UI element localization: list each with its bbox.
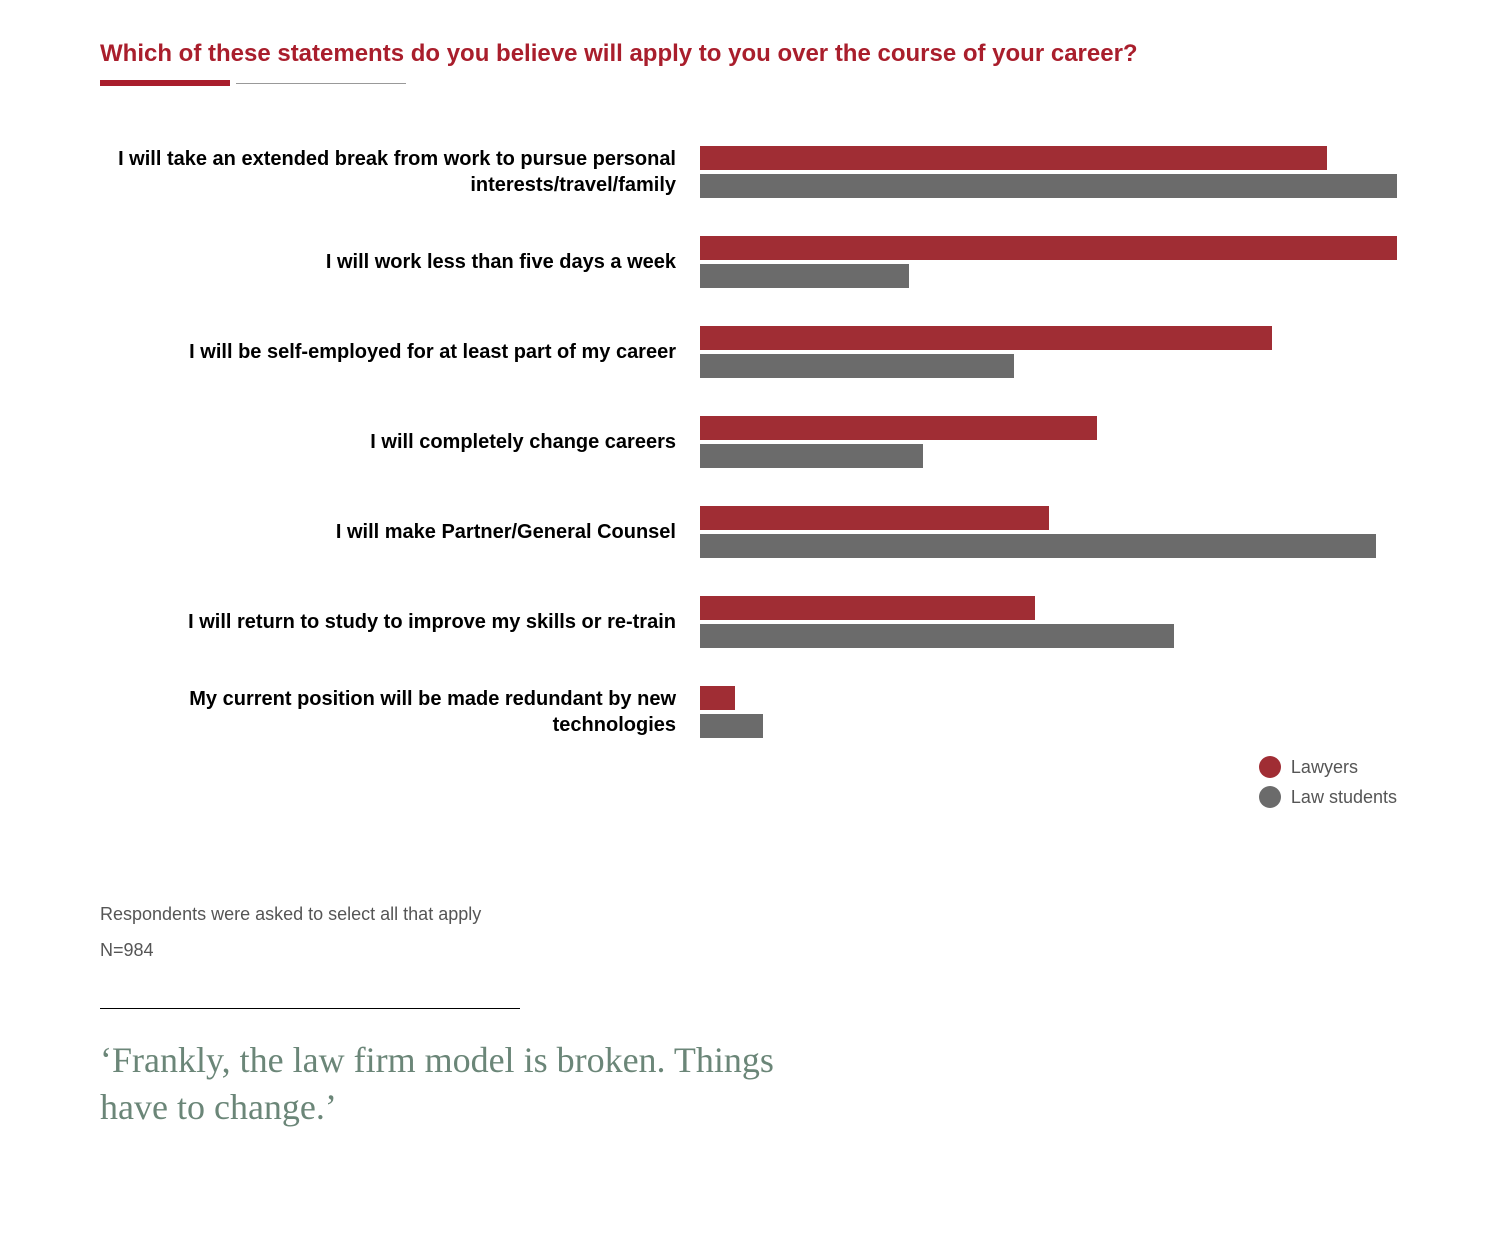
- row-label: I will take an extended break from work …: [100, 146, 700, 198]
- bar-lawyers: [700, 596, 1035, 620]
- row-bars: [700, 326, 1397, 378]
- footnote-line-2: N=984: [100, 932, 1397, 968]
- chart-legend: Lawyers Law students: [1259, 756, 1397, 808]
- bar-lawyers: [700, 236, 1397, 260]
- row-label: I will make Partner/General Counsel: [100, 519, 700, 545]
- chart-footnote: Respondents were asked to select all tha…: [100, 896, 1397, 968]
- bar-law-students: [700, 624, 1174, 648]
- bar-law-students: [700, 534, 1376, 558]
- bar-law-students: [700, 714, 763, 738]
- legend-dot-icon: [1259, 756, 1281, 778]
- row-label: I will completely change careers: [100, 429, 700, 455]
- chart-row: I will work less than five days a week: [100, 236, 1397, 288]
- row-bars: [700, 596, 1397, 648]
- legend-dot-icon: [1259, 786, 1281, 808]
- chart-area: I will take an extended break from work …: [100, 146, 1397, 846]
- chart-row: My current position will be made redunda…: [100, 686, 1397, 738]
- chart-row: I will be self-employed for at least par…: [100, 326, 1397, 378]
- legend-label: Law students: [1291, 787, 1397, 808]
- row-bars: [700, 146, 1397, 198]
- legend-item: Law students: [1259, 786, 1397, 808]
- bar-law-students: [700, 354, 1014, 378]
- underline-thin: [236, 83, 406, 84]
- bar-law-students: [700, 174, 1397, 198]
- row-bars: [700, 416, 1397, 468]
- bar-lawyers: [700, 506, 1049, 530]
- row-label: I will return to study to improve my ski…: [100, 609, 700, 635]
- bar-lawyers: [700, 326, 1272, 350]
- quote-divider: [100, 1008, 520, 1009]
- pull-quote: ‘Frankly, the law firm model is broken. …: [100, 1037, 800, 1131]
- chart-row: I will make Partner/General Counsel: [100, 506, 1397, 558]
- footnote-line-1: Respondents were asked to select all tha…: [100, 896, 1397, 932]
- chart-row: I will completely change careers: [100, 416, 1397, 468]
- row-bars: [700, 236, 1397, 288]
- row-label: I will work less than five days a week: [100, 249, 700, 275]
- title-underline: [100, 80, 1397, 86]
- row-label: My current position will be made redunda…: [100, 686, 700, 738]
- underline-thick: [100, 80, 230, 86]
- chart-row: I will take an extended break from work …: [100, 146, 1397, 198]
- row-bars: [700, 686, 1397, 738]
- legend-item: Lawyers: [1259, 756, 1397, 778]
- row-bars: [700, 506, 1397, 558]
- chart-row: I will return to study to improve my ski…: [100, 596, 1397, 648]
- bar-lawyers: [700, 416, 1097, 440]
- chart-title: Which of these statements do you believe…: [100, 40, 1397, 68]
- bar-law-students: [700, 264, 909, 288]
- bar-lawyers: [700, 686, 735, 710]
- bar-law-students: [700, 444, 923, 468]
- row-label: I will be self-employed for at least par…: [100, 339, 700, 365]
- bar-lawyers: [700, 146, 1327, 170]
- legend-label: Lawyers: [1291, 757, 1358, 778]
